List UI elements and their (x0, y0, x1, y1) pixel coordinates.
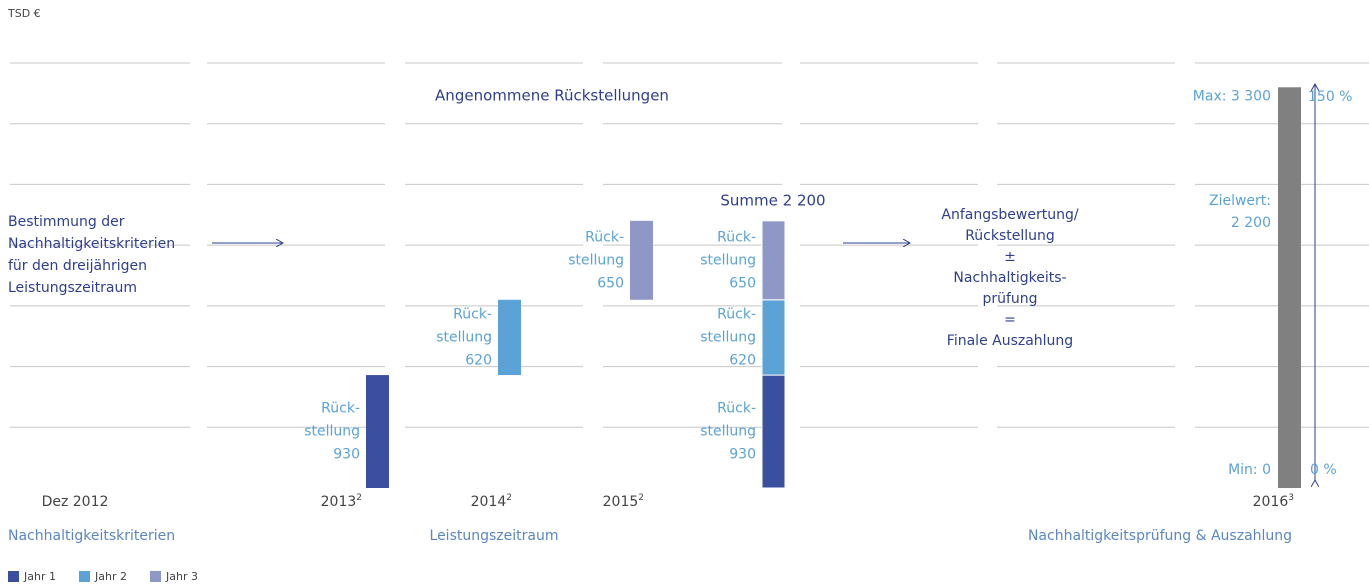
total-label: Summe 2 200 (720, 192, 825, 210)
x-tick-label: Dez 2012 (42, 494, 109, 510)
x-tick-text: 2015 (603, 494, 639, 510)
bar-label: stellung (700, 424, 756, 440)
min-label: Min: 0 (1228, 462, 1271, 478)
stacked-bar (761, 299, 786, 376)
value-label: 930 (729, 447, 756, 463)
x-tick-label: 20152 (603, 493, 644, 511)
bar (498, 299, 521, 376)
x-tick-text: 2014 (471, 494, 507, 510)
formula: Rückstellung (965, 228, 1055, 244)
bar-label: Rück- (717, 401, 756, 417)
final-value-label: Max: 3 300 (1193, 88, 1271, 104)
x-tick-label: 20142 (471, 493, 512, 511)
formula: Anfangsbewertung/ (941, 207, 1078, 223)
unit-label: TSD € (7, 7, 41, 20)
value-label: 650 (729, 275, 756, 291)
value-label: 620 (465, 352, 492, 368)
target-label: Zielwert: (1209, 193, 1271, 209)
footnote: 2 (356, 493, 362, 503)
bar-label: stellung (568, 252, 624, 268)
x-tick-label: 20163 (1253, 493, 1294, 511)
bar-label: stellung (700, 329, 756, 345)
stacked-bar (761, 220, 786, 301)
bar-label: stellung (304, 424, 360, 440)
description: Nachhaltigkeitskriterien (8, 236, 175, 252)
footnote: 2 (506, 493, 512, 503)
footnote: 3 (1288, 493, 1294, 503)
value-label: 930 (333, 447, 360, 463)
legend-label: Jahr 2 (94, 570, 127, 583)
bar-label: stellung (700, 252, 756, 268)
value-label: 650 (597, 275, 624, 291)
description: Bestimmung der (8, 214, 125, 230)
formula: prüfung (982, 291, 1037, 307)
target-label: 2 200 (1231, 215, 1271, 231)
description: Leistungszeitraum (8, 280, 137, 296)
bar-label: Rück- (717, 229, 756, 245)
description: für den dreijährigen (8, 258, 147, 274)
x-tick-text: Dez 2012 (42, 494, 109, 510)
phase-label: Nachhaltigkeitsprüfung & Auszahlung (1028, 528, 1292, 544)
bar-label: Rück- (321, 401, 360, 417)
legend-swatch (79, 571, 90, 582)
phase-label: Nachhaltigkeitskriterien (8, 528, 175, 544)
final-bar (1278, 87, 1301, 489)
bar-label: stellung (436, 329, 492, 345)
bar (366, 375, 389, 488)
formula: ± (1004, 249, 1016, 265)
x-tick-label: 20132 (321, 493, 362, 511)
value-label: 620 (729, 352, 756, 368)
footnote: 2 (638, 493, 644, 503)
legend-label: Jahr 3 (165, 570, 198, 583)
phase-label: Leistungszeitraum (430, 528, 559, 544)
formula: Nachhaltigkeits- (953, 270, 1066, 286)
bar (630, 220, 653, 300)
stacked-bar (761, 374, 786, 489)
bar-label: Rück- (453, 306, 492, 322)
formula: Finale Auszahlung (947, 333, 1073, 349)
formula: = (1004, 312, 1016, 328)
chart-title: Angenommene Rückstellungen (435, 87, 669, 105)
bar-label: Rück- (585, 229, 624, 245)
legend-swatch (150, 571, 161, 582)
legend-label: Jahr 1 (23, 570, 56, 583)
legend-swatch (8, 571, 19, 582)
x-tick-text: 2013 (321, 494, 357, 510)
percent-label: 150 % (1308, 89, 1352, 105)
x-tick-text: 2016 (1253, 494, 1289, 510)
grid (10, 62, 1369, 428)
percent-label: 0 % (1310, 462, 1337, 478)
bar-label: Rück- (717, 306, 756, 322)
